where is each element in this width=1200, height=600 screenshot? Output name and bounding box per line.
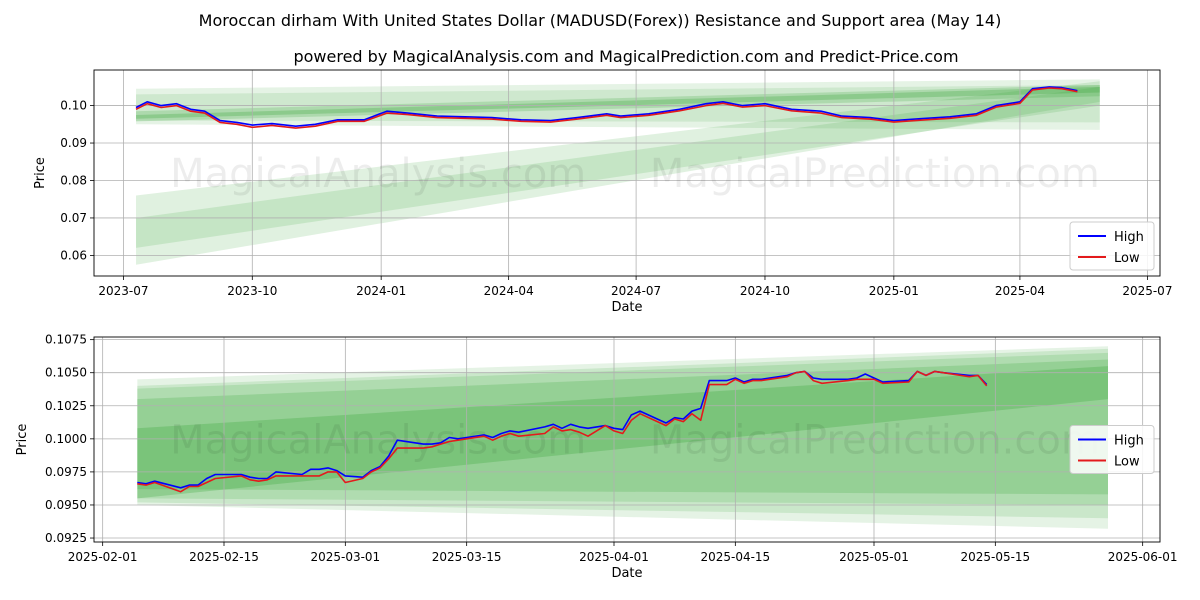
series-lines bbox=[137, 370, 988, 493]
x-tick-label: 2025-02-01 bbox=[68, 550, 138, 564]
legend: High Low bbox=[1069, 221, 1155, 271]
legend-label-low: Low bbox=[1114, 251, 1140, 266]
support-resistance-band bbox=[136, 84, 1100, 123]
support-resistance-band bbox=[136, 81, 1100, 265]
chart-top: 2023-07 2023-10 2024-01 2024-04 2024-07 2024-… bbox=[33, 69, 1172, 315]
support-resistance-band bbox=[136, 86, 1100, 248]
x-tick-label: 2025-04-15 bbox=[700, 550, 770, 564]
y-axis-label: Price bbox=[33, 157, 48, 189]
legend-label-low: Low bbox=[1114, 455, 1140, 470]
y-tick-label: 0.0950 bbox=[45, 498, 87, 512]
watermark: MagicalAnalysis.com MagicalPrediction.co… bbox=[170, 418, 1100, 464]
y-tick-label: 0.10 bbox=[60, 99, 87, 113]
x-tick-label: 2025-04-01 bbox=[579, 550, 649, 564]
plot-frame bbox=[93, 69, 1161, 277]
x-tick-label: 2024-04 bbox=[484, 284, 534, 298]
x-tick-label: 2025-05-01 bbox=[839, 550, 909, 564]
support-resistance-band bbox=[136, 84, 1100, 122]
x-tick-label: 2025-02-15 bbox=[189, 550, 259, 564]
x-axis-label: Date bbox=[611, 300, 642, 315]
x-tick-label: 2025-07 bbox=[1122, 284, 1172, 298]
y-tick-label: 0.0925 bbox=[45, 531, 87, 545]
chart-bottom: 2025-02-01 2025-02-15 2025-03-01 2025-03-15… bbox=[15, 333, 1178, 581]
x-tick-label: 2024-01 bbox=[356, 284, 406, 298]
support-resistance-band bbox=[137, 359, 1109, 495]
legend-label-high: High bbox=[1114, 230, 1144, 245]
x-tick-label: 2024-07 bbox=[611, 284, 661, 298]
y-tick-label: 0.07 bbox=[60, 211, 87, 225]
x-tick-label: 2023-07 bbox=[98, 284, 148, 298]
y-tick-label: 0.1050 bbox=[45, 366, 87, 380]
x-tick-label: 2025-03-15 bbox=[432, 550, 502, 564]
watermark: MagicalAnalysis.com MagicalPrediction.co… bbox=[170, 151, 1100, 197]
series-line-high bbox=[137, 370, 988, 489]
x-tick-label: 2025-06-01 bbox=[1108, 550, 1178, 564]
support-resistance-band bbox=[137, 346, 1109, 529]
x-tick-label: 2025-04 bbox=[995, 284, 1045, 298]
x-tick-label: 2025-03-01 bbox=[310, 550, 380, 564]
x-tick-label: 2025-05-15 bbox=[960, 550, 1030, 564]
series-line-high bbox=[135, 86, 1078, 127]
x-axis-label: Date bbox=[611, 566, 642, 581]
y-tick-label: 0.0975 bbox=[45, 465, 87, 479]
series-line-low bbox=[137, 370, 988, 493]
x-tick-label: 2023-10 bbox=[227, 284, 277, 298]
x-tick-label: 2025-01 bbox=[869, 284, 919, 298]
legend-label-high: High bbox=[1114, 434, 1144, 449]
support-resistance-band bbox=[136, 86, 1100, 119]
y-tick-label: 0.1025 bbox=[45, 399, 87, 413]
y-tick-label: 0.08 bbox=[60, 173, 87, 187]
plot-frame bbox=[93, 336, 1161, 543]
legend: High Low bbox=[1069, 425, 1155, 474]
y-tick-label: 0.09 bbox=[60, 136, 87, 150]
figure-subtitle: powered by MagicalAnalysis.com and Magic… bbox=[293, 47, 958, 66]
y-tick-label: 0.06 bbox=[60, 248, 87, 262]
figure-title: Moroccan dirham With United States Dolla… bbox=[199, 11, 1002, 30]
series-lines bbox=[135, 86, 1078, 129]
y-tick-label: 0.1075 bbox=[45, 333, 87, 347]
x-tick-label: 2024-10 bbox=[740, 284, 790, 298]
series-line-low bbox=[135, 87, 1078, 129]
y-axis-label: Price bbox=[15, 424, 30, 456]
y-tick-label: 0.1000 bbox=[45, 432, 87, 446]
